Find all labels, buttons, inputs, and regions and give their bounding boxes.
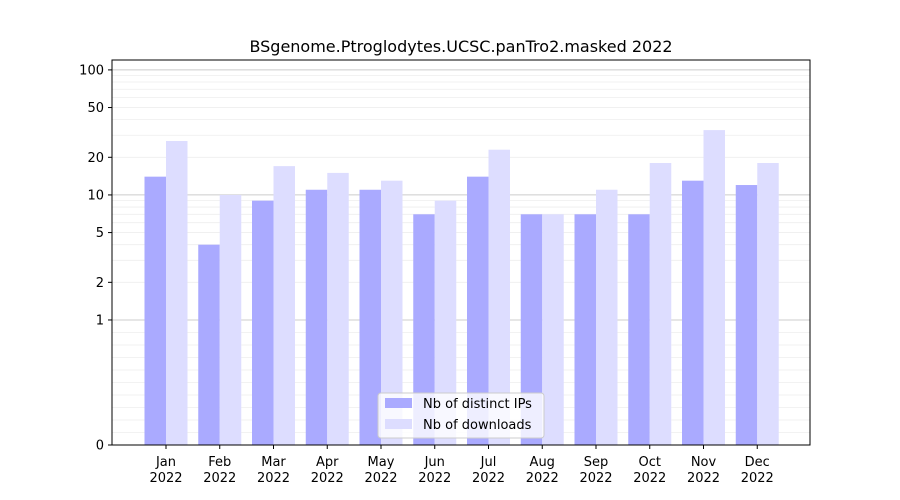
bar-downloads <box>381 180 403 445</box>
x-tick-label-year: 2022 <box>257 471 290 486</box>
x-tick-label-month: Mar <box>261 455 286 470</box>
x-tick-label-month: Jan <box>155 455 176 470</box>
bar-downloads <box>596 189 618 445</box>
legend-label: Nb of distinct IPs <box>423 397 532 412</box>
x-tick-label-year: 2022 <box>687 471 720 486</box>
bar-downloads <box>703 130 725 445</box>
bar-downloads <box>327 172 349 445</box>
x-tick-label-month: Jul <box>480 455 497 470</box>
x-tick-label-month: Apr <box>316 455 339 470</box>
bar-distinct-ips <box>467 176 489 445</box>
bar-distinct-ips <box>520 214 543 445</box>
bar-distinct-ips <box>735 185 758 445</box>
x-tick-label-year: 2022 <box>311 471 344 486</box>
bar-distinct-ips <box>574 214 596 445</box>
y-tick-label: 50 <box>87 101 104 116</box>
y-tick-label: 5 <box>96 226 104 241</box>
x-axis: Jan2022Feb2022Mar2022Apr2022May2022Jun20… <box>149 445 774 486</box>
x-tick-label-year: 2022 <box>579 471 612 486</box>
bar-distinct-ips <box>682 180 704 445</box>
legend-swatch <box>385 419 412 429</box>
x-tick-label-year: 2022 <box>526 471 559 486</box>
bar-distinct-ips <box>144 176 166 445</box>
bar-distinct-ips <box>198 244 220 445</box>
x-tick-label-month: Sep <box>584 455 609 470</box>
y-tick-label: 0 <box>96 439 104 454</box>
y-axis: 0 1 2 5 10 20 50 100 <box>79 63 112 454</box>
y-tick-label: 10 <box>87 188 104 203</box>
legend-box <box>377 392 545 439</box>
y-tick-label: 1 <box>96 313 104 328</box>
y-tick-label: 100 <box>79 63 104 78</box>
x-tick-label-month: Nov <box>691 455 717 470</box>
legend-label: Nb of downloads <box>423 418 532 433</box>
bar-downloads <box>649 163 672 445</box>
x-tick-label-year: 2022 <box>364 471 397 486</box>
x-tick-label-year: 2022 <box>472 471 505 486</box>
bar-downloads <box>166 140 188 445</box>
x-tick-label-year: 2022 <box>418 471 451 486</box>
x-tick-label-month: Feb <box>208 455 231 470</box>
x-tick-label-month: Oct <box>639 455 661 470</box>
y-tick-label: 20 <box>87 151 104 166</box>
x-tick-label-year: 2022 <box>741 471 774 486</box>
x-tick-label-month: Dec <box>745 455 770 470</box>
x-tick-label-month: May <box>368 455 395 470</box>
bar-distinct-ips <box>305 189 328 445</box>
bars <box>144 130 779 446</box>
bar-distinct-ips <box>252 200 274 445</box>
bar-downloads <box>273 166 295 445</box>
bar-downloads <box>434 200 457 445</box>
bar-downloads <box>488 149 510 446</box>
legend: Nb of distinct IPs Nb of downloads <box>377 392 545 439</box>
x-tick-label-year: 2022 <box>203 471 236 486</box>
x-tick-label-year: 2022 <box>149 471 182 486</box>
bar-downloads <box>219 194 242 445</box>
bar-distinct-ips <box>628 214 650 445</box>
bar-downloads <box>757 163 779 445</box>
bar-distinct-ips <box>413 214 435 445</box>
legend-swatch <box>385 398 412 408</box>
x-tick-label-month: Jun <box>424 455 445 470</box>
bar-downloads <box>542 214 564 445</box>
y-tick-label: 2 <box>96 276 104 291</box>
plot-frame <box>111 59 811 446</box>
x-tick-label-year: 2022 <box>633 471 666 486</box>
x-tick-label-month: Aug <box>530 455 555 470</box>
bar-distinct-ips <box>359 189 381 445</box>
chart-title: BSgenome.Ptroglodytes.UCSC.panTro2.maske… <box>249 37 672 56</box>
